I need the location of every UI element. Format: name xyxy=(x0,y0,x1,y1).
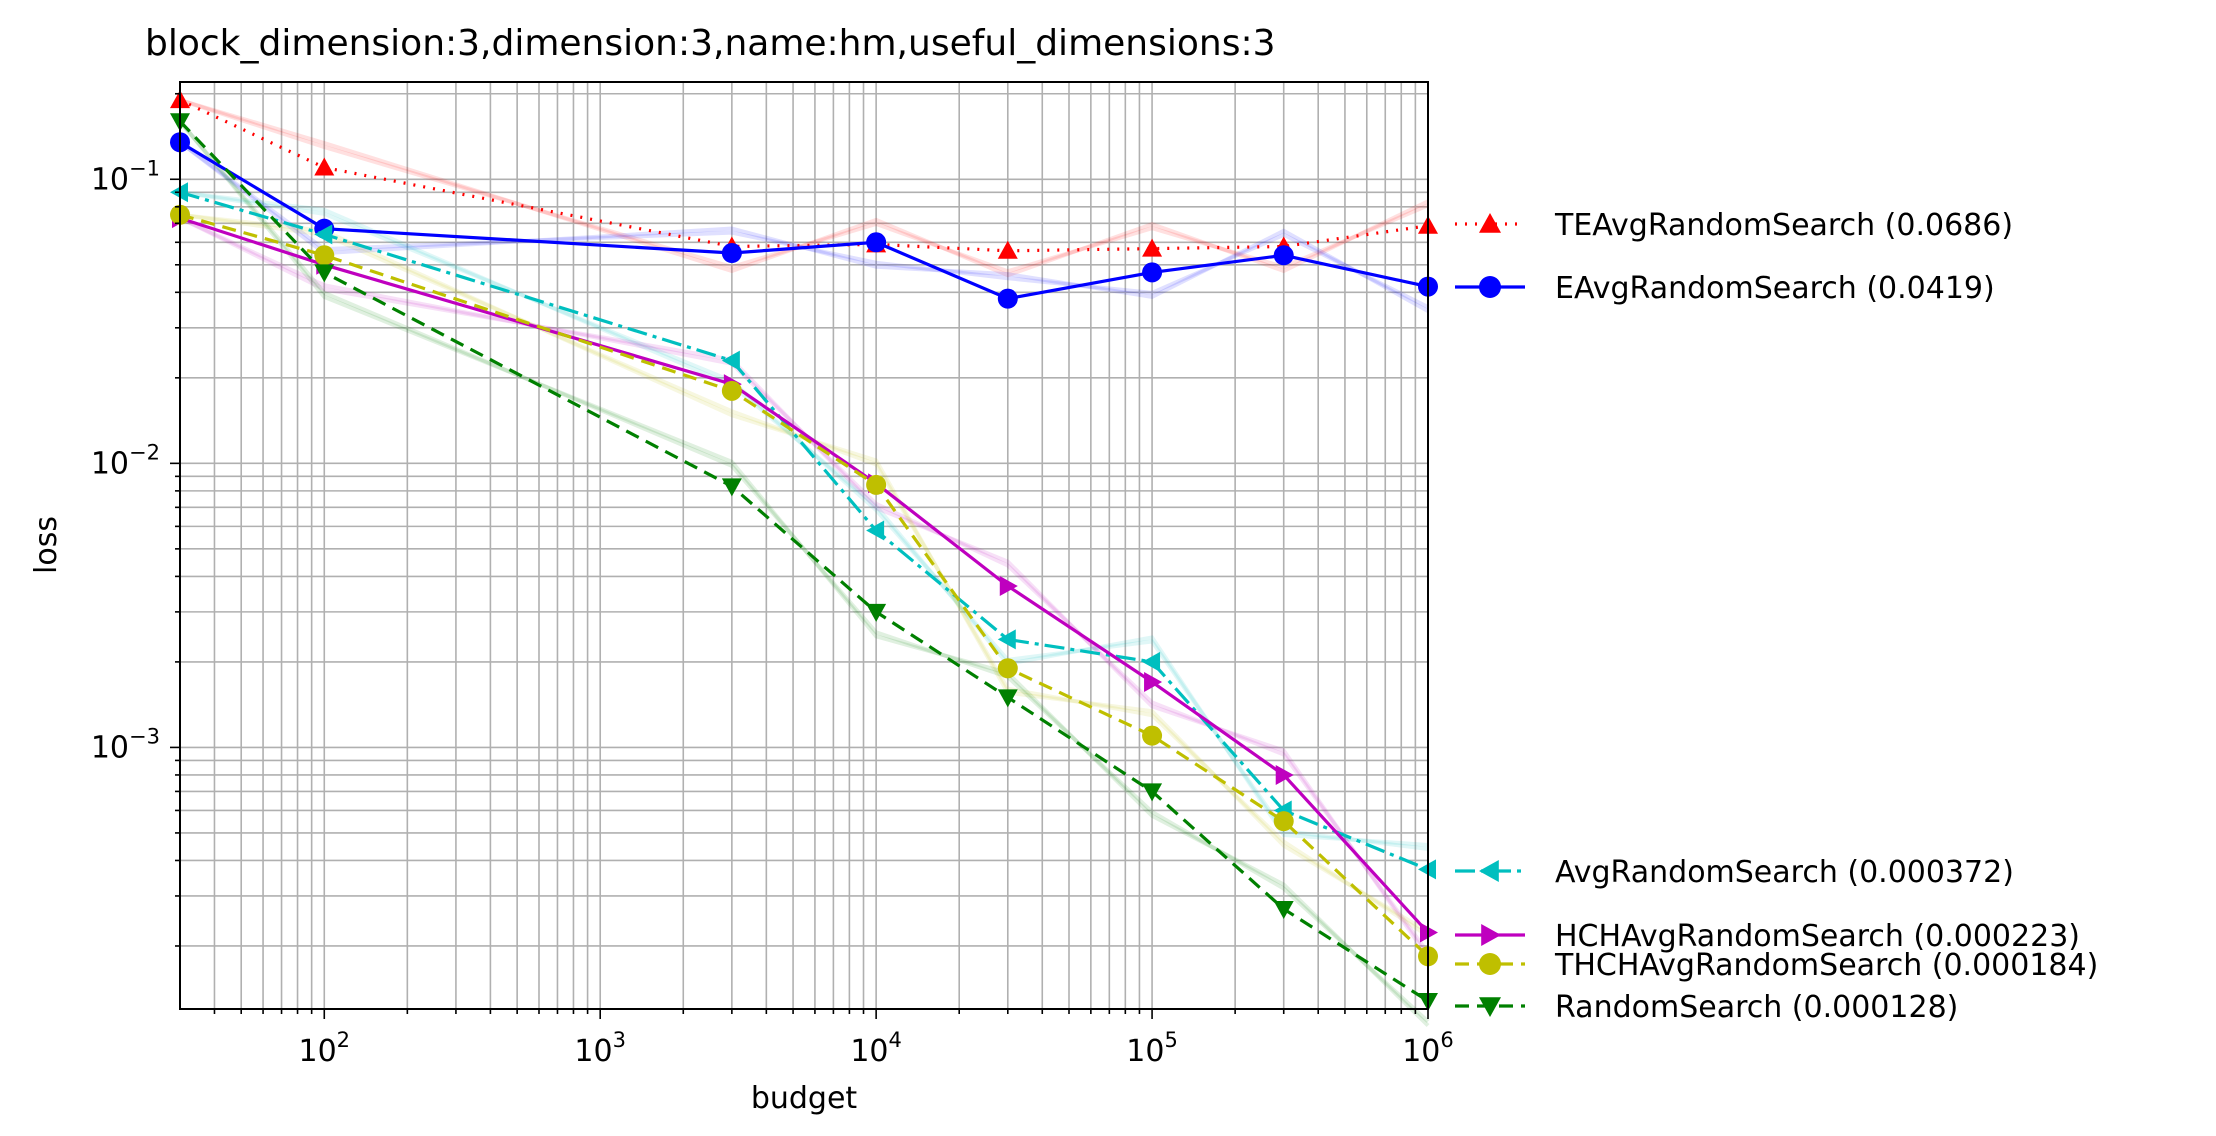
legend-marker xyxy=(1479,997,1501,1017)
data-point xyxy=(1273,811,1294,832)
legend: TEAvgRandomSearch (0.0686) EAvgRandomSear… xyxy=(1455,208,2098,1025)
series-0 xyxy=(170,90,1438,259)
legend-label: AvgRandomSearch (0.000372) xyxy=(1555,855,2014,890)
x-axis-label: budget xyxy=(751,1081,858,1116)
series-4 xyxy=(170,204,1438,967)
data-point xyxy=(866,474,887,495)
data-point xyxy=(721,478,742,497)
data-point xyxy=(997,288,1018,309)
faint-line xyxy=(178,120,1430,1027)
data-point xyxy=(999,576,1018,597)
data-point xyxy=(721,380,742,401)
y-tick-label: 10−2 xyxy=(91,440,160,481)
legend-label: TEAvgRandomSearch (0.0686) xyxy=(1554,208,2013,243)
data-point xyxy=(1273,245,1294,266)
x-tick-label: 104 xyxy=(850,1028,902,1069)
faint-line xyxy=(179,216,1430,959)
y-tick-label: 10−1 xyxy=(91,156,160,197)
series-line xyxy=(179,190,1429,871)
legend-marker xyxy=(1479,953,1501,975)
data-point xyxy=(1142,725,1163,746)
faint-replicate-lines xyxy=(178,98,1430,1027)
series-line xyxy=(179,140,1429,301)
chart-title: block_dimension:3,dimension:3,name:hm,us… xyxy=(145,23,1275,64)
legend-marker xyxy=(1481,924,1501,946)
legend-entry: THCHAvgRandomSearch (0.000184) xyxy=(1455,948,2098,983)
data-point xyxy=(1142,651,1161,672)
data-point xyxy=(866,232,887,253)
legend-marker xyxy=(1479,213,1501,233)
data-point xyxy=(866,603,887,622)
plot-frame xyxy=(179,81,1429,1010)
x-tick-label: 102 xyxy=(298,1028,350,1069)
data-point xyxy=(997,689,1018,708)
data-point xyxy=(1142,262,1163,283)
faint-line xyxy=(179,190,1429,851)
data-point xyxy=(314,157,335,176)
faint-line xyxy=(179,212,1430,938)
legend-label: THCHAvgRandomSearch (0.000184) xyxy=(1554,948,2098,983)
legend-entry: EAvgRandomSearch (0.0419) xyxy=(1455,271,1995,306)
data-point xyxy=(314,224,333,245)
x-tick-label: 106 xyxy=(1402,1028,1454,1069)
data-point xyxy=(1142,238,1163,257)
data-point xyxy=(721,350,740,371)
data-point xyxy=(997,240,1018,259)
data-point xyxy=(314,245,335,266)
faint-line xyxy=(178,140,1429,309)
legend-marker xyxy=(1479,860,1499,882)
series-layer xyxy=(170,90,1438,1012)
faint-line xyxy=(179,98,1429,278)
legend-label: EAvgRandomSearch (0.0419) xyxy=(1555,271,1995,306)
x-axis: 102 103 104 105 106 xyxy=(213,1009,1454,1069)
legend-marker xyxy=(1479,276,1501,298)
y-axis-label: loss xyxy=(29,516,64,574)
data-point xyxy=(997,629,1016,650)
legend-entry: AvgRandomSearch (0.000372) xyxy=(1455,855,2014,890)
faint-line xyxy=(179,98,1429,274)
data-point xyxy=(721,243,742,264)
series-line xyxy=(179,213,1430,958)
legend-label: RandomSearch (0.000128) xyxy=(1555,990,1958,1025)
faint-line xyxy=(179,190,1429,847)
series-5 xyxy=(170,113,1438,1012)
data-point xyxy=(1144,671,1163,692)
y-axis: 10−3 10−2 10−1 xyxy=(91,92,180,947)
faint-line xyxy=(178,120,1430,1023)
data-point xyxy=(866,520,885,541)
data-point xyxy=(1275,764,1294,785)
x-tick-label: 105 xyxy=(1126,1028,1178,1069)
legend-entry: TEAvgRandomSearch (0.0686) xyxy=(1455,208,2013,243)
faint-line xyxy=(179,212,1430,934)
x-tick-label: 103 xyxy=(574,1028,626,1069)
legend-entry: RandomSearch (0.000128) xyxy=(1455,990,1958,1025)
grid xyxy=(180,82,1428,1009)
data-point xyxy=(1142,783,1163,802)
y-tick-label: 10−3 xyxy=(91,724,160,765)
legend-entry: HCHAvgRandomSearch (0.000223) xyxy=(1455,919,2080,954)
data-point xyxy=(997,658,1018,679)
data-point xyxy=(1273,900,1294,919)
data-point xyxy=(314,264,335,283)
series-line xyxy=(179,216,1430,934)
legend-label: HCHAvgRandomSearch (0.000223) xyxy=(1555,919,2080,954)
